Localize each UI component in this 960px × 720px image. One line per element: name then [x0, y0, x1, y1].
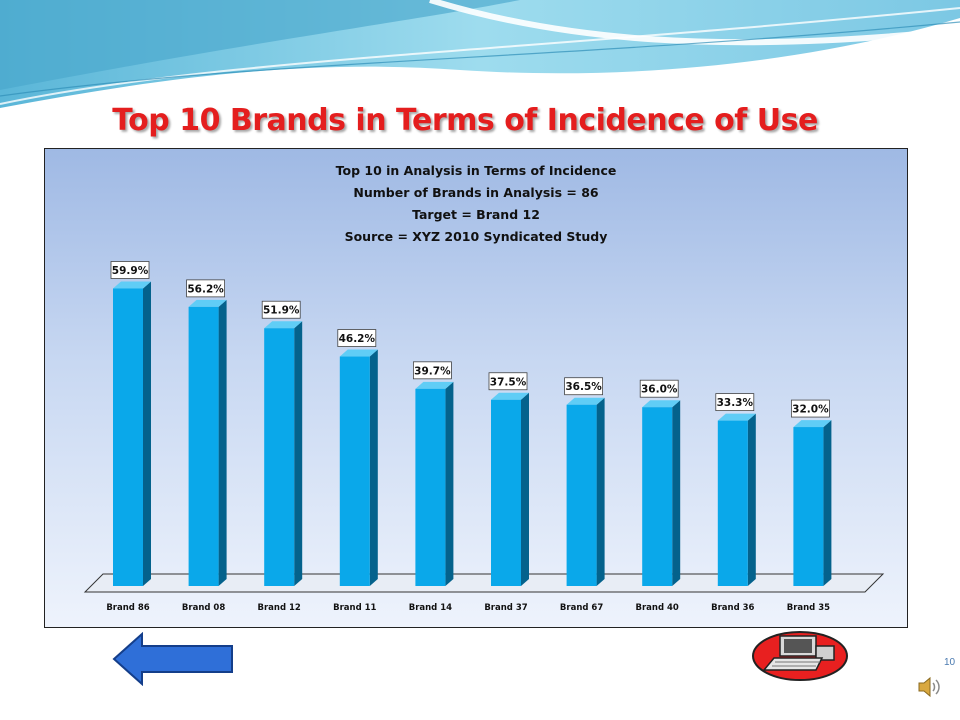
chart-title-line-3: Target = Brand 12 — [412, 207, 540, 222]
bar — [717, 420, 748, 586]
data-label-box — [261, 300, 301, 319]
bar — [491, 399, 521, 586]
bar-side — [294, 321, 303, 586]
slide-title: Top 10 Brands in Terms of Incidence of U… — [112, 103, 818, 138]
bar-top — [339, 349, 378, 357]
bar — [642, 407, 673, 586]
bar — [188, 306, 219, 586]
bar-top — [264, 321, 303, 329]
bar-top — [415, 381, 454, 389]
data-label: 36.0% — [641, 384, 678, 396]
computer-button[interactable] — [750, 630, 850, 682]
x-tick-label: Brand 08 — [182, 603, 225, 613]
data-label-box — [337, 329, 377, 347]
bar-top — [491, 392, 529, 400]
data-label-box — [110, 261, 150, 279]
x-tick-label: Brand 35 — [787, 603, 830, 613]
bar-side — [218, 299, 227, 586]
bar-top — [188, 299, 227, 307]
chart-area: Top 10 in Analysis in Terms of Incidence… — [44, 148, 908, 628]
data-label: 33.3% — [717, 397, 754, 409]
bar-top — [566, 397, 605, 405]
x-tick-label: Brand 86 — [106, 603, 149, 613]
bar — [339, 356, 370, 586]
data-label-box — [412, 361, 452, 380]
data-label: 51.9% — [263, 305, 300, 317]
data-label-box — [186, 279, 226, 298]
x-tick-label: Brand 67 — [560, 603, 603, 613]
bar-side — [672, 400, 681, 586]
bar — [415, 388, 446, 586]
computer-icon — [752, 631, 848, 681]
bar-top — [113, 281, 151, 289]
back-arrow-button[interactable] — [112, 632, 236, 686]
wave-banner — [0, 0, 960, 108]
x-tick-label: Brand 11 — [333, 603, 376, 613]
left-arrow-icon — [112, 632, 233, 686]
bar-chart: 59.9% Brand 86 56.2% Brand 08 51.9% Brand 12 4… — [83, 261, 885, 613]
bar-side — [521, 392, 529, 586]
data-label: 46.2% — [339, 333, 376, 345]
data-label: 59.9% — [112, 265, 149, 277]
x-tick-label: Brand 36 — [711, 603, 754, 613]
data-label: 32.0% — [792, 404, 829, 416]
chart-title-line-4: Source = XYZ 2010 Syndicated Study — [344, 229, 608, 244]
bar — [264, 328, 295, 586]
chart-title-line-2: Number of Brands in Analysis = 86 — [353, 185, 599, 200]
bar-side — [596, 397, 605, 586]
bar — [566, 404, 597, 586]
bar-side — [823, 420, 832, 586]
data-label-box — [715, 393, 755, 412]
data-label-box — [564, 377, 603, 396]
data-label: 39.7% — [414, 365, 451, 377]
bar-side — [445, 381, 454, 586]
x-tick-label: Brand 12 — [258, 603, 301, 613]
chart-title-line-1: Top 10 in Analysis in Terms of Incidence — [335, 163, 617, 178]
speaker-icon[interactable] — [916, 674, 942, 700]
slide-number: 10 — [944, 657, 956, 668]
data-label: 56.2% — [187, 283, 224, 295]
data-label-box — [639, 379, 679, 398]
bar — [113, 288, 143, 586]
data-label: 36.5% — [565, 381, 602, 393]
x-tick-label: Brand 37 — [484, 603, 527, 613]
bar-top — [642, 400, 681, 408]
bar-side — [747, 413, 756, 586]
bar-top — [793, 420, 832, 428]
bar-side — [143, 281, 151, 586]
data-label-box — [488, 372, 528, 391]
bar-side — [369, 349, 378, 586]
data-label-box — [791, 399, 830, 418]
x-tick-label: Brand 40 — [636, 603, 679, 613]
bar — [793, 427, 824, 586]
bar-top — [717, 413, 756, 421]
x-tick-label: Brand 14 — [409, 603, 452, 613]
data-label: 37.5% — [490, 376, 527, 388]
